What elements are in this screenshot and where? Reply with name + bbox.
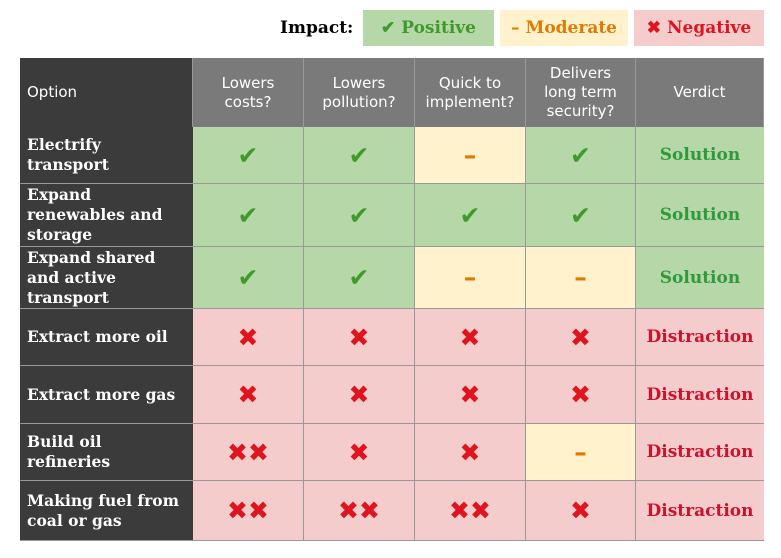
rating-cell: – <box>526 247 636 309</box>
row-label: Expand shared and active transport <box>20 247 193 309</box>
rating-cell: ✖ <box>415 424 526 481</box>
rating-cell: ✖ <box>415 309 526 366</box>
row-label: Making fuel from coal or gas <box>20 481 193 541</box>
rating-cell: – <box>415 127 526 184</box>
legend-item: – Moderate <box>500 10 628 46</box>
rating-cell: ✖ <box>526 481 636 541</box>
verdict: Solution <box>636 247 764 309</box>
rating-cell: ✔ <box>304 127 415 184</box>
rating-cell: ✖ <box>193 366 304 424</box>
rating-cell: ✔ <box>526 127 636 184</box>
rating-cell: – <box>526 424 636 481</box>
rating-cell: ✖ <box>415 366 526 424</box>
row-label: Expand renewables and storage <box>20 184 193 247</box>
rating-cell: ✖ <box>304 309 415 366</box>
rating-cell: ✖✖ <box>193 424 304 481</box>
row-label: Electrify transport <box>20 127 193 184</box>
legend-label: Positive <box>401 18 476 38</box>
column-header: Quick to implement? <box>415 58 526 127</box>
rating-cell: ✖ <box>526 309 636 366</box>
rating-cell: ✔ <box>193 127 304 184</box>
rating-cell: ✖ <box>304 424 415 481</box>
legend-symbol: – <box>511 18 520 38</box>
column-header: Delivers long term security? <box>526 58 636 127</box>
rating-cell: ✖ <box>526 366 636 424</box>
column-header: Option <box>20 58 193 127</box>
legend-symbol: ✔ <box>381 18 396 38</box>
verdict: Distraction <box>636 424 764 481</box>
rating-cell: ✖ <box>304 366 415 424</box>
rating-cell: ✖✖ <box>193 481 304 541</box>
rating-cell: ✔ <box>304 247 415 309</box>
rating-cell: ✔ <box>193 184 304 247</box>
rating-cell: – <box>415 247 526 309</box>
rating-cell: ✔ <box>415 184 526 247</box>
rating-cell: ✔ <box>526 184 636 247</box>
legend-label: Moderate <box>525 18 618 38</box>
rating-cell: ✔ <box>193 247 304 309</box>
rating-cell: ✖✖ <box>304 481 415 541</box>
legend-symbol: ✖ <box>646 18 661 38</box>
row-label: Extract more oil <box>20 309 193 366</box>
rating-cell: ✖ <box>193 309 304 366</box>
legend-item: ✖ Negative <box>634 10 764 46</box>
rating-cell: ✔ <box>304 184 415 247</box>
row-label: Build oil refineries <box>20 424 193 481</box>
verdict: Solution <box>636 184 764 247</box>
verdict: Distraction <box>636 481 764 541</box>
legend-label: Negative <box>666 18 752 38</box>
column-header: Verdict <box>636 58 764 127</box>
verdict: Solution <box>636 127 764 184</box>
rating-cell: ✖✖ <box>415 481 526 541</box>
legend-item: ✔ Positive <box>363 10 494 46</box>
legend-title: Impact: <box>280 18 354 38</box>
verdict: Distraction <box>636 366 764 424</box>
verdict: Distraction <box>636 309 764 366</box>
row-label: Extract more gas <box>20 366 193 424</box>
column-header: Lowers pollution? <box>304 58 415 127</box>
column-header: Lowers costs? <box>193 58 304 127</box>
